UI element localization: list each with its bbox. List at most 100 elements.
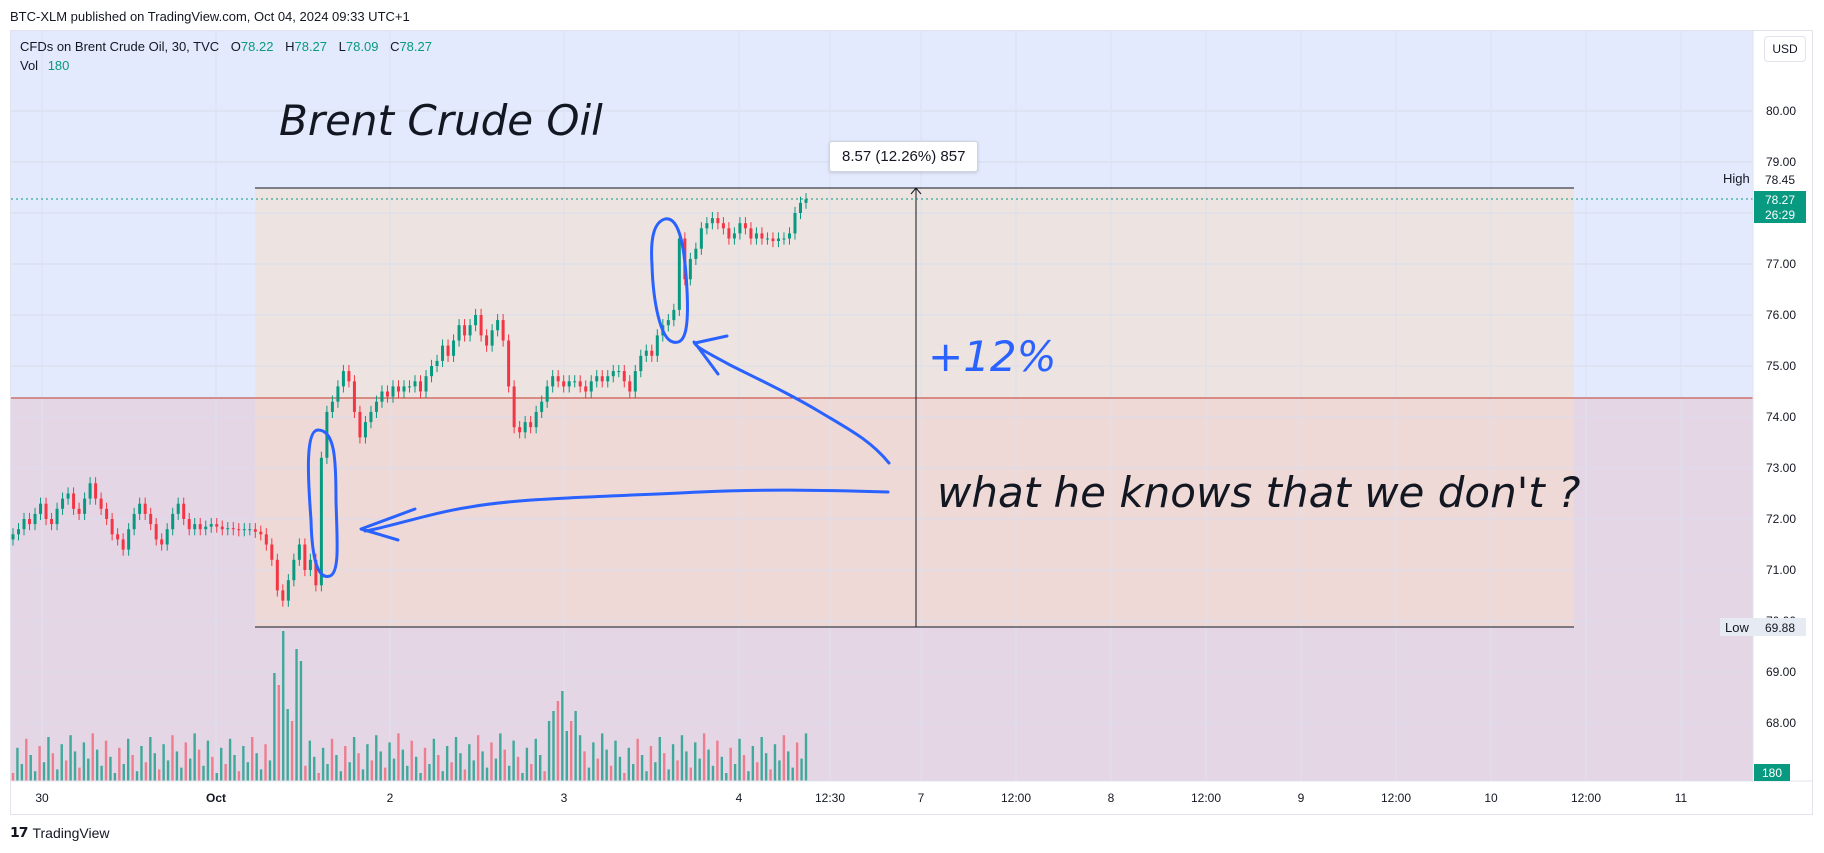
volume-bar (33, 771, 37, 781)
volume-bar (180, 767, 183, 781)
price-tick: 77.00 (1766, 257, 1796, 271)
high-value-legend: 78.27 (294, 39, 328, 54)
volume-bar (171, 735, 174, 781)
volume-bar (202, 765, 205, 781)
volume-bar (751, 746, 755, 781)
volume-bar (587, 767, 591, 781)
candle-body (39, 503, 43, 514)
price-axis-bg (1753, 31, 1812, 781)
candle-body (485, 335, 489, 346)
volume-bar (716, 740, 719, 781)
volume-bar (189, 758, 192, 781)
candle-body (347, 371, 351, 382)
volume-bar (175, 751, 179, 781)
candle-body (545, 386, 549, 402)
candle-body (336, 386, 340, 402)
volume-bar (51, 753, 55, 781)
volume-bar (565, 731, 568, 781)
arrow-left (363, 488, 890, 533)
candle-body (556, 376, 560, 382)
time-tick: 2 (387, 791, 394, 805)
currency-button[interactable]: USD (1764, 36, 1806, 62)
volume-bar (246, 762, 249, 781)
volume-bar (671, 744, 675, 781)
volume-bar (685, 751, 688, 781)
candle-body (798, 202, 802, 213)
candle-body (303, 544, 307, 570)
candle-body (743, 223, 747, 229)
volume-bar (472, 760, 475, 781)
candle-body (727, 228, 731, 239)
volume-bar (800, 758, 803, 781)
candle-body (716, 218, 720, 224)
tradingview-logo-icon: 𝟭𝟳 (10, 824, 29, 840)
close-label: C (390, 39, 400, 54)
price-tick: 80.00 (1766, 104, 1796, 118)
time-axis[interactable]: 30 Oct 2 3 4 12:30 7 12:00 8 12:00 9 12:00 10 12:00 11 (35, 791, 1687, 805)
current-price-value: 78.27 (1765, 193, 1795, 207)
candle-body (61, 498, 65, 509)
candle-body (562, 381, 566, 387)
volume-bar (321, 747, 325, 781)
candle-body (253, 529, 257, 532)
volume-label: Vol (20, 58, 39, 73)
time-tick: 7 (918, 791, 925, 805)
candle-body (595, 376, 599, 382)
volume-bar (42, 762, 46, 781)
volume-bar (698, 758, 701, 781)
volume-bar (445, 746, 449, 781)
volume-bar (153, 753, 156, 781)
volume-bar (87, 758, 90, 781)
volume-bar (437, 755, 440, 781)
volume-bar (804, 733, 808, 781)
chart-frame[interactable] (10, 30, 1813, 815)
volume-bar (330, 738, 334, 781)
volume-legend[interactable]: Vol 180 (20, 58, 69, 73)
volume-bar (747, 771, 750, 781)
volume-bar (773, 744, 777, 781)
candle-body (705, 223, 709, 229)
volume-bar (308, 740, 312, 781)
candle-body (578, 381, 582, 387)
volume-bar (410, 740, 413, 781)
volume-bar (609, 765, 613, 781)
footer-logo[interactable]: 𝟭𝟳 TradingView (10, 824, 110, 841)
volume-bar (144, 762, 148, 781)
volume-bar (131, 755, 134, 781)
volume-bar (507, 765, 511, 781)
volume-bar (636, 738, 639, 781)
volume-bar (778, 760, 781, 781)
candle-body (358, 411, 362, 438)
volume-bar (450, 762, 453, 781)
volume-bar (215, 773, 218, 781)
volume-bar (211, 756, 214, 781)
high-value: 78.45 (1765, 173, 1795, 187)
volume-bar (206, 740, 210, 781)
time-tick: 12:00 (1571, 791, 1601, 805)
volume-bar (481, 751, 484, 781)
candle-body (804, 199, 808, 203)
volume-bar (645, 771, 648, 781)
volume-bar (60, 744, 63, 781)
price-tick: 74.00 (1766, 410, 1796, 424)
volume-bar (738, 738, 741, 781)
volume-bar (357, 753, 360, 781)
candle-body (793, 213, 797, 234)
volume-bar (109, 756, 112, 781)
candle-body (165, 529, 169, 545)
volume-bar (344, 746, 347, 781)
volume-bar (654, 762, 657, 781)
volume-bar (29, 755, 32, 781)
volume-bar (104, 740, 108, 781)
volume-bar (237, 771, 241, 781)
volume-bar (25, 738, 28, 781)
candle-body (496, 320, 500, 331)
symbol-legend[interactable]: CFDs on Brent Crude Oil, 30, TVC O78.22 … (20, 39, 432, 54)
range-measure-arrow (910, 187, 922, 195)
close-value: 78.27 (399, 39, 432, 54)
volume-bar (397, 733, 400, 781)
candle-body (644, 350, 648, 356)
candle-body (699, 228, 703, 249)
candle-body (17, 529, 21, 535)
